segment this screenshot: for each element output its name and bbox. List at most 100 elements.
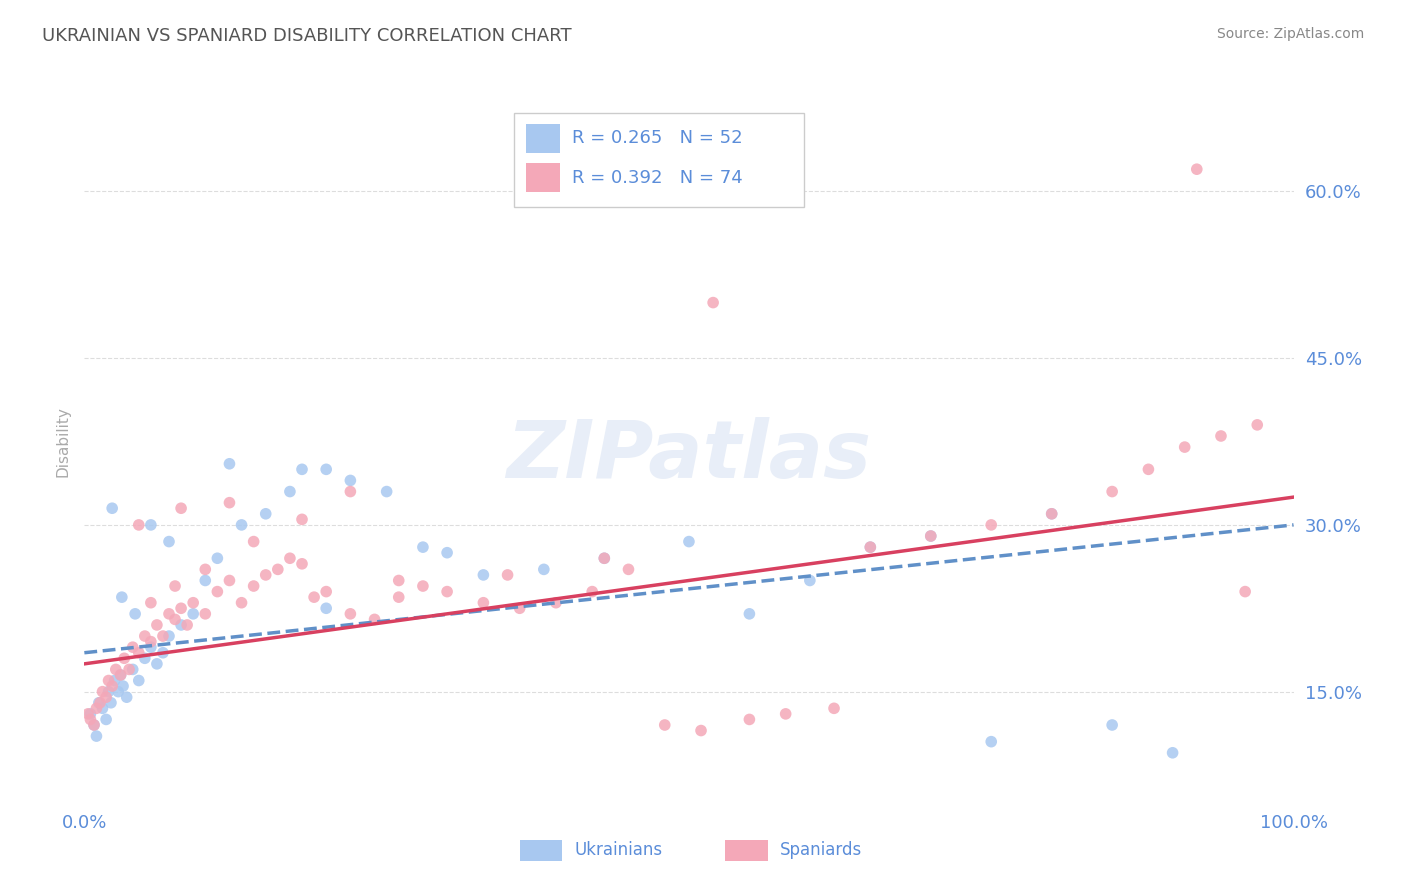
Point: [104, 662, 127, 676]
Point: [128, 646, 150, 660]
Point: [472, 596, 495, 610]
Bar: [725, 840, 768, 861]
Point: [152, 629, 174, 643]
Point: [690, 723, 713, 738]
Point: [124, 607, 146, 621]
Point: [1161, 746, 1184, 760]
Point: [436, 584, 458, 599]
Point: [170, 601, 193, 615]
Point: [980, 517, 1002, 532]
Point: [165, 579, 187, 593]
Point: [1101, 484, 1123, 499]
Point: [388, 590, 411, 604]
Point: [375, 484, 398, 499]
Point: [86, 701, 108, 715]
Point: [86, 729, 108, 743]
Point: [738, 607, 761, 621]
Point: [176, 618, 198, 632]
Point: [146, 618, 169, 632]
Point: [920, 529, 942, 543]
Point: [267, 562, 290, 576]
Point: [157, 629, 180, 643]
Point: [170, 501, 193, 516]
Point: [134, 629, 156, 643]
Text: UKRAINIAN VS SPANIARD DISABILITY CORRELATION CHART: UKRAINIAN VS SPANIARD DISABILITY CORRELA…: [42, 27, 572, 45]
Point: [363, 612, 385, 626]
Point: [1234, 584, 1257, 599]
Point: [207, 551, 229, 566]
Point: [194, 574, 217, 588]
Point: [218, 496, 240, 510]
Point: [77, 706, 100, 721]
Point: [315, 462, 337, 476]
Point: [157, 607, 180, 621]
Point: [146, 657, 169, 671]
Point: [139, 596, 162, 610]
Text: R = 0.265   N = 52: R = 0.265 N = 52: [572, 129, 742, 147]
Point: [1209, 429, 1232, 443]
Point: [207, 584, 229, 599]
Point: [254, 568, 277, 582]
Point: [89, 696, 111, 710]
Point: [121, 640, 143, 655]
Point: [291, 512, 314, 526]
Point: [181, 596, 204, 610]
Point: [104, 673, 127, 688]
Point: [775, 706, 797, 721]
Point: [115, 690, 138, 705]
Point: [97, 673, 120, 688]
Point: [654, 718, 676, 732]
Point: [254, 507, 277, 521]
Point: [128, 517, 150, 532]
Point: [139, 640, 162, 655]
Point: [1185, 162, 1208, 177]
Point: [496, 568, 519, 582]
Point: [1040, 507, 1063, 521]
Point: [101, 679, 124, 693]
Point: [593, 551, 616, 566]
Point: [231, 596, 253, 610]
Point: [593, 551, 616, 566]
Point: [194, 562, 217, 576]
Point: [291, 462, 314, 476]
Point: [128, 673, 150, 688]
Point: [218, 457, 240, 471]
Point: [170, 618, 193, 632]
Point: [1246, 417, 1268, 432]
Point: [412, 540, 434, 554]
Point: [1174, 440, 1197, 454]
Point: [112, 651, 135, 665]
Text: Ukrainians: Ukrainians: [574, 841, 662, 859]
Point: [83, 718, 105, 732]
Point: [139, 517, 162, 532]
Point: [107, 684, 129, 698]
Point: [94, 690, 117, 705]
Y-axis label: Disability: Disability: [55, 406, 70, 477]
Point: [278, 484, 301, 499]
Point: [181, 607, 204, 621]
Point: [617, 562, 640, 576]
FancyBboxPatch shape: [526, 124, 560, 153]
Point: [339, 607, 361, 621]
Point: [97, 684, 120, 698]
Point: [859, 540, 882, 554]
Point: [302, 590, 325, 604]
Point: [1137, 462, 1160, 476]
Point: [134, 651, 156, 665]
Point: [920, 529, 942, 543]
Point: [242, 579, 264, 593]
Point: [315, 584, 337, 599]
Point: [1101, 718, 1123, 732]
Point: [91, 684, 114, 698]
Point: [859, 540, 882, 554]
Point: [165, 612, 187, 626]
Point: [702, 295, 724, 310]
Bar: [520, 840, 562, 861]
Point: [112, 679, 135, 693]
Point: [79, 706, 101, 721]
Point: [278, 551, 301, 566]
Point: [412, 579, 434, 593]
FancyBboxPatch shape: [513, 112, 804, 207]
FancyBboxPatch shape: [526, 163, 560, 193]
Point: [533, 562, 555, 576]
